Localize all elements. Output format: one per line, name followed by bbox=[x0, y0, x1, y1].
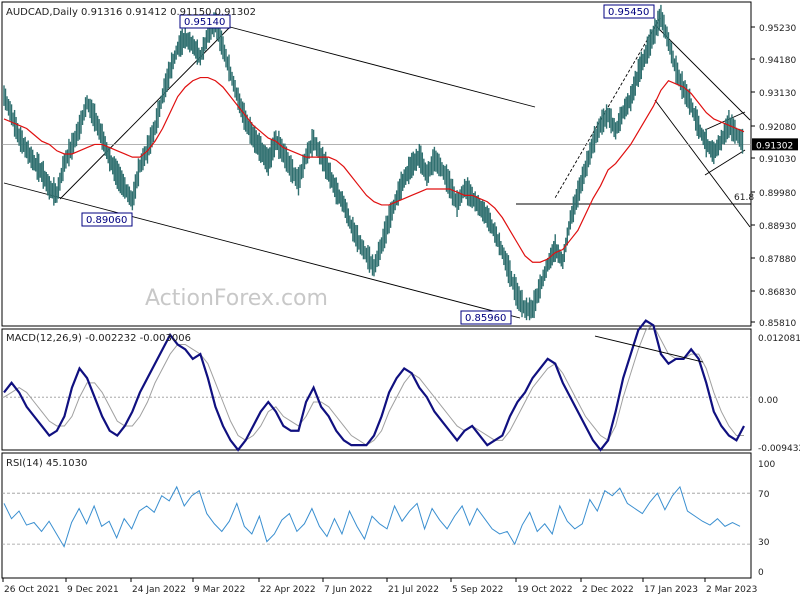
x-tick-label: 9 Dec 2021 bbox=[67, 585, 119, 595]
rsi-panel-frame bbox=[1, 452, 752, 579]
x-tick-label: 7 Jun 2022 bbox=[324, 585, 372, 595]
macd-tick-label: -0.009432 bbox=[758, 444, 800, 454]
price-tick-label: 0.88930 bbox=[759, 222, 796, 232]
price-tick-label: 0.93130 bbox=[759, 89, 796, 99]
x-tick-label: 17 Jan 2023 bbox=[644, 585, 698, 595]
x-tick-label: 2 Dec 2022 bbox=[582, 585, 634, 595]
price-tick-label: 0.91030 bbox=[759, 155, 796, 165]
x-tick-label: 5 Sep 2022 bbox=[452, 585, 503, 595]
x-tick-label: 22 Apr 2022 bbox=[260, 585, 316, 595]
x-tick-label: 9 Mar 2022 bbox=[194, 585, 245, 595]
price-tick-label: 0.89980 bbox=[759, 189, 796, 199]
price-annotation-label: 0.95450 bbox=[608, 7, 649, 18]
x-tick-label: 21 Jul 2022 bbox=[388, 585, 439, 595]
trend-line bbox=[654, 24, 751, 121]
rsi-tick-label: 30 bbox=[758, 538, 770, 548]
fib-label: 61.8 bbox=[734, 193, 754, 203]
rsi-header: RSI(14) 45.1030 bbox=[6, 458, 87, 469]
trend-line bbox=[654, 99, 751, 228]
macd-tick-label: 0.012081 bbox=[758, 334, 800, 344]
x-tick-label: 2 Mar 2023 bbox=[706, 585, 757, 595]
price-annotation-box bbox=[603, 4, 655, 19]
trend-line bbox=[704, 149, 746, 176]
rsi-tick-label: 100 bbox=[758, 460, 775, 470]
trend-line bbox=[704, 111, 746, 131]
price-annotation-label: 0.95140 bbox=[184, 17, 225, 28]
price-header: AUDCAD,Daily 0.91316 0.91412 0.91150 0.9… bbox=[6, 7, 256, 18]
macd-divergence-line bbox=[594, 335, 704, 363]
macd-line bbox=[3, 319, 745, 452]
macd-header: MACD(12,26,9) -0.002232 -0.003006 bbox=[6, 333, 191, 344]
trend-line bbox=[229, 26, 536, 108]
macd-layer bbox=[2, 319, 751, 452]
rsi-tick-label: 70 bbox=[758, 490, 770, 500]
price-tick-label: 0.85810 bbox=[759, 319, 796, 329]
moving-average-line bbox=[3, 76, 745, 263]
price-tick-label: 0.87880 bbox=[759, 255, 796, 265]
axis-layer: 0.95230 0.94180 0.93130 0.92080 0.91030 0.899… bbox=[2, 24, 800, 595]
price-panel-frame bbox=[1, 1, 752, 327]
price-annotation-label: 0.89060 bbox=[86, 215, 127, 226]
price-annotation-box bbox=[179, 14, 231, 29]
current-price-tag bbox=[752, 138, 798, 151]
price-tick-label: 0.95230 bbox=[759, 24, 796, 34]
trend-line bbox=[3, 182, 521, 319]
macd-panel-frame bbox=[1, 328, 752, 451]
price-tick-label: 0.92080 bbox=[759, 123, 796, 133]
price-annotation-box bbox=[81, 212, 133, 227]
rsi-layer bbox=[2, 485, 751, 548]
macd-signal-line bbox=[3, 324, 744, 446]
price-layer: 61.8 0.95140 0.89060 0.85960 0.95450 bbox=[2, 4, 754, 325]
watermark: ActionForex.com bbox=[145, 286, 328, 311]
current-price-label: 0.91302 bbox=[756, 141, 793, 151]
price-annotation-box bbox=[460, 310, 512, 325]
macd-tick-label: 0.00 bbox=[758, 396, 778, 406]
price-annotation-label: 0.85960 bbox=[465, 313, 506, 324]
x-tick-label: 26 Oct 2021 bbox=[4, 585, 60, 595]
rsi-tick-label: 0 bbox=[758, 568, 764, 578]
rsi-line bbox=[3, 485, 741, 548]
price-tick-label: 0.94180 bbox=[759, 56, 796, 66]
price-tick-label: 0.86830 bbox=[759, 288, 796, 298]
x-tick-label: 19 Oct 2022 bbox=[517, 585, 573, 595]
x-tick-label: 24 Jan 2022 bbox=[132, 585, 186, 595]
